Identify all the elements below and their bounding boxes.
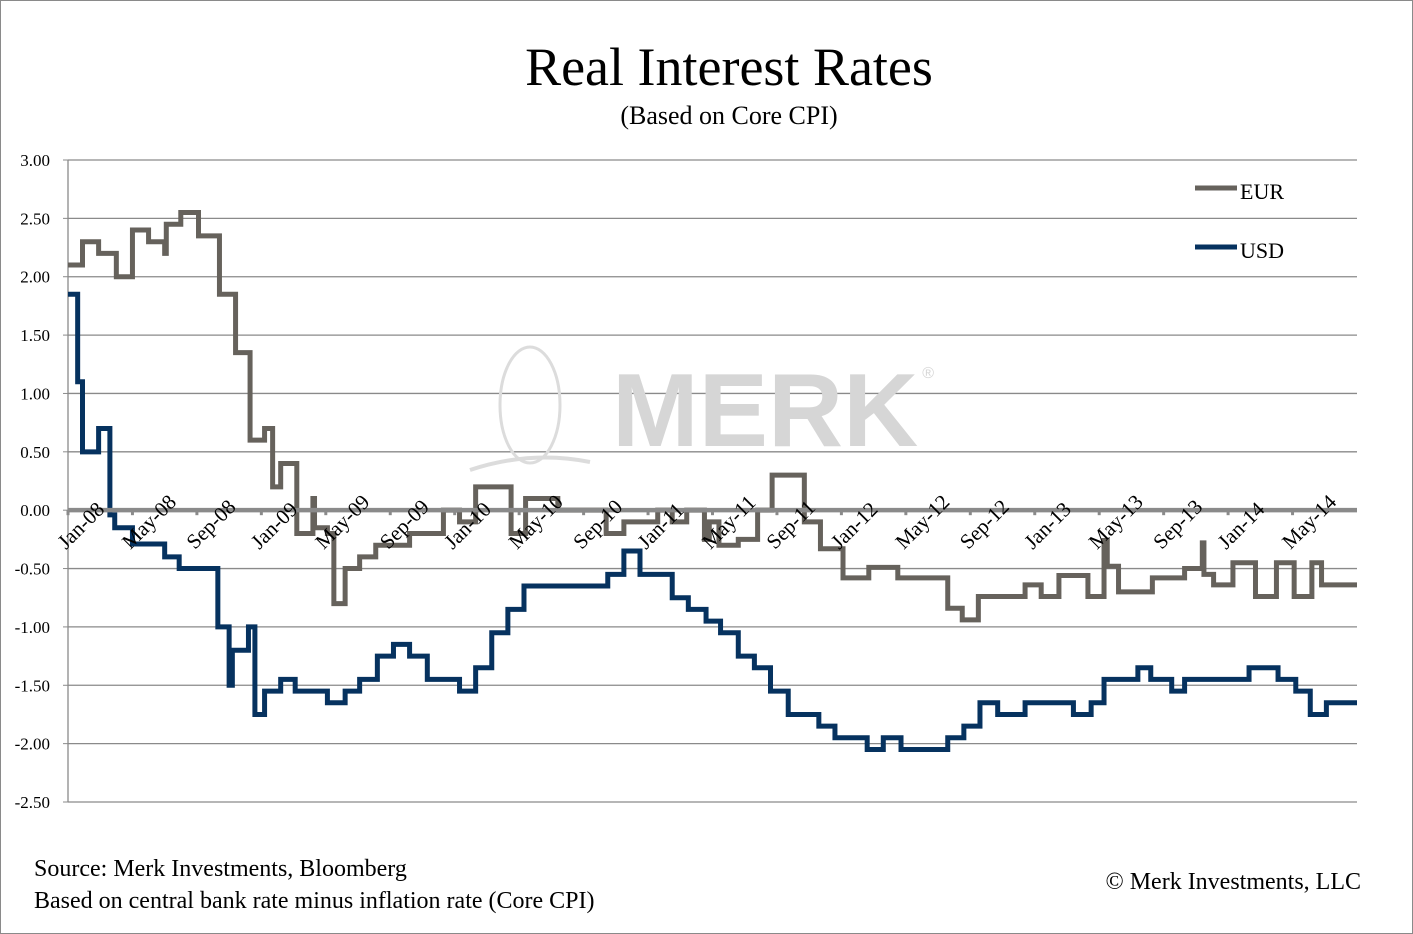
x-tick-label: Jan-10	[439, 497, 496, 554]
copyright-note: © Merk Investments, LLC	[1105, 869, 1361, 895]
owl-branch-icon	[469, 455, 591, 472]
legend: EUR USD	[1195, 179, 1284, 263]
legend-label-eur: EUR	[1240, 179, 1284, 204]
y-tick-label: 0.00	[20, 501, 50, 520]
watermark-text: MERK	[612, 353, 918, 469]
method-note: Based on central bank rate minus inflati…	[34, 888, 595, 914]
y-tick-label: -1.00	[15, 618, 50, 637]
x-tick-label: Jan-09	[246, 497, 303, 554]
x-tick-label: Sep-12	[955, 495, 1014, 554]
series-line-eur	[68, 210, 1357, 623]
chart-subtitle: (Based on Core CPI)	[620, 101, 837, 130]
x-axis-labels: Jan-08 May-08 Sep-08 Jan-09 May-09 Sep-09 Jan-…	[53, 489, 1342, 553]
x-tick-label: Jan-13	[1019, 497, 1076, 554]
y-tick-label: -2.50	[15, 793, 50, 812]
x-tick-label: Sep-08	[181, 495, 240, 554]
source-note: Source: Merk Investments, Bloomberg	[34, 856, 407, 882]
watermark-registered: ®	[922, 365, 934, 382]
chart-title: Real Interest Rates	[525, 37, 933, 97]
y-axis-labels: 3.00 2.50 2.00 1.50 1.00 0.50 0.00 -0.50 -1.00 -1…	[15, 151, 50, 812]
x-tick-label: Jan-11	[633, 498, 689, 554]
y-tick-label: -1.50	[15, 676, 50, 695]
x-tick-label: Jan-08	[53, 497, 110, 554]
x-tick-label: May-12	[890, 490, 954, 554]
x-tick-label: Jan-12	[826, 497, 883, 554]
y-tick-label: -2.00	[15, 735, 50, 754]
y-tick-label: -0.50	[15, 560, 50, 579]
y-tick-label: 2.00	[20, 268, 50, 287]
x-tick-label: Sep-10	[568, 495, 627, 554]
y-tick-label: 3.00	[20, 151, 50, 170]
x-tick-label: May-09	[310, 490, 374, 554]
y-tick-label: 1.00	[20, 384, 50, 403]
series-lines	[68, 210, 1357, 752]
x-tick-label: Jan-14	[1213, 497, 1270, 554]
x-tick-label: May-14	[1277, 489, 1341, 553]
legend-label-usd: USD	[1240, 238, 1284, 263]
y-tick-label: 1.50	[20, 326, 50, 345]
series-line-usd	[68, 291, 1357, 752]
y-tick-label: 2.50	[20, 209, 50, 228]
x-tick-label: May-13	[1084, 490, 1148, 554]
x-tick-label: Sep-13	[1148, 495, 1207, 554]
merk-watermark: MERK ®	[469, 345, 934, 472]
owl-watermark-icon	[498, 345, 562, 465]
y-tick-label: 0.50	[20, 443, 50, 462]
